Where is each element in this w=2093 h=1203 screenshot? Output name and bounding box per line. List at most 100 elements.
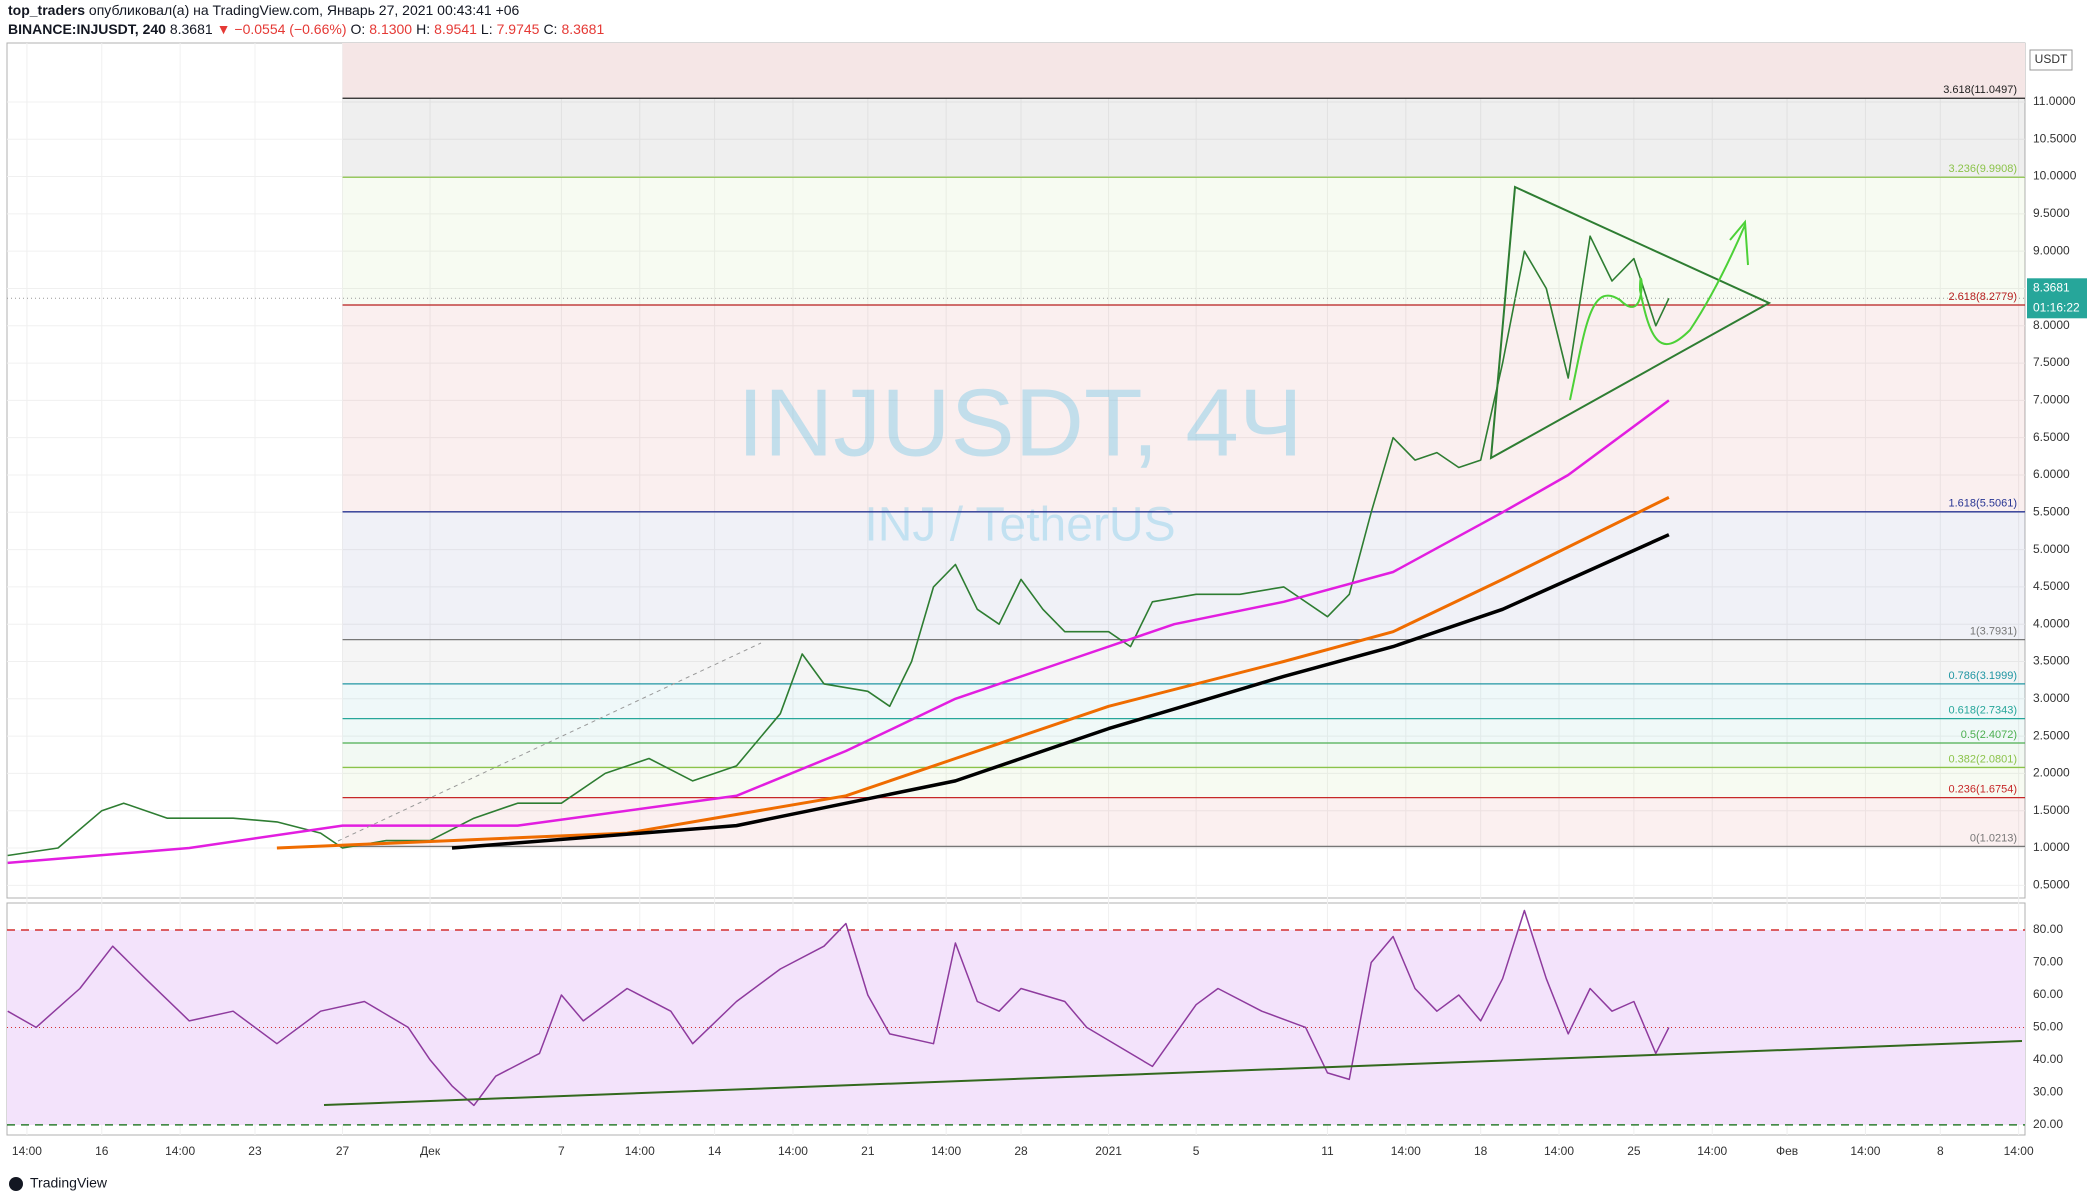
fib-label: 2.618(8.2779) [1949, 291, 2018, 303]
header-line-1: top_traders опубликовал(а) на TradingVie… [8, 2, 523, 18]
rsi-tick-label: 70.00 [2033, 955, 2063, 969]
h-label: H: [416, 21, 431, 37]
x-tick-label: 14:00 [12, 1144, 42, 1158]
c-label: C: [543, 21, 558, 37]
y-tick-label: 3.5000 [2033, 654, 2070, 668]
y-tick-label: 7.0000 [2033, 393, 2070, 407]
fib-zone [342, 797, 2026, 847]
rsi-tick-label: 60.00 [2033, 987, 2063, 1001]
x-tick-label: 28 [1014, 1144, 1028, 1158]
y-tick-label: 5.5000 [2033, 504, 2070, 518]
fib-label: 0.236(1.6754) [1949, 784, 2018, 796]
x-tick-label: 23 [248, 1144, 262, 1158]
x-tick-label: 14:00 [1391, 1144, 1421, 1158]
x-tick-label: 18 [1474, 1144, 1488, 1158]
fib-zone [342, 718, 2026, 744]
y-tick-label: 4.0000 [2033, 616, 2070, 630]
fib-label: 0.618(2.7343) [1949, 705, 2018, 717]
x-tick-label: Фев [1776, 1144, 1798, 1158]
y-tick-label: 9.0000 [2033, 243, 2070, 257]
fib-label: 0.786(3.1999) [1949, 670, 2018, 682]
y-tick-label: 10.5000 [2033, 131, 2077, 145]
x-tick-label: 14:00 [1697, 1144, 1727, 1158]
rsi-tick-label: 30.00 [2033, 1085, 2063, 1099]
x-tick-label: 14:00 [931, 1144, 961, 1158]
rsi-trendline [323, 1040, 2023, 1106]
y-tick-label: 2.5000 [2033, 728, 2070, 742]
y-tick-label: 11.0000 [2033, 94, 2076, 108]
published: опубликовал(а) на TradingView.com, Январ… [88, 2, 520, 18]
y-tick-label: 6.0000 [2033, 467, 2070, 481]
x-tick-label: 2021 [1095, 1144, 1122, 1158]
x-tick-label: 14:00 [625, 1144, 655, 1158]
y-tick-label: 10.0000 [2033, 169, 2077, 183]
fib-label: 3.236(9.9908) [1949, 163, 2018, 175]
fib-zone [342, 639, 2026, 684]
symbol: BINANCE:INJUSDT, 240 [8, 21, 166, 37]
fib-zone [342, 98, 2026, 178]
price-series [451, 533, 1670, 850]
fib-zone [342, 743, 2026, 768]
l-label: L: [480, 21, 493, 37]
rsi-tick-label: 80.00 [2033, 922, 2063, 936]
fib-label: 0(1.0213) [1970, 832, 2017, 844]
x-tick-label: 7 [558, 1144, 565, 1158]
fib-zone [342, 43, 2026, 99]
fib-zone [342, 767, 2026, 798]
price-series [7, 235, 1670, 857]
x-tick-label: 14:00 [1850, 1144, 1880, 1158]
y-tick-label: 0.5000 [2033, 877, 2070, 891]
x-tick-label: Дек [420, 1144, 441, 1158]
x-tick-label: 14:00 [165, 1144, 195, 1158]
fib-label: 3.618(11.0497) [1943, 84, 2017, 96]
last: 8.3681 [169, 21, 213, 37]
y-tick-label: 6.5000 [2033, 430, 2070, 444]
x-tick-label: 14 [708, 1144, 722, 1158]
price-series [276, 496, 1670, 850]
y-tick-label: 4.5000 [2033, 579, 2070, 593]
y-tick-label: 3.0000 [2033, 691, 2070, 705]
rsi-tick-label: 40.00 [2033, 1052, 2063, 1066]
triangle-drawing [1489, 185, 1772, 460]
x-tick-label: 5 [1193, 1144, 1200, 1158]
y-tick-label: 5.0000 [2033, 542, 2070, 556]
hand-drawn-path [1569, 219, 1749, 401]
y-tick-label: 1.0000 [2033, 840, 2070, 854]
y-tick-label: 8.0000 [2033, 318, 2070, 332]
x-tick-label: 25 [1627, 1144, 1641, 1158]
rsi-tick-label: 20.00 [2033, 1117, 2063, 1131]
currency-box [2029, 49, 2073, 71]
rsi-tick-label: 50.00 [2033, 1020, 2063, 1034]
y-tick-label: 1.5000 [2033, 803, 2070, 817]
x-tick-label: 27 [336, 1144, 350, 1158]
price-series [7, 399, 1670, 865]
watermark-title: INJUSDT, 4Ч [737, 369, 1302, 476]
price-tag-label: 8.3681 [2033, 280, 2070, 294]
x-tick-label: 14:00 [1544, 1144, 1574, 1158]
y-tick-label: 2.0000 [2033, 766, 2070, 780]
price-tag-box [2027, 278, 2087, 319]
y-tick-label: 9.5000 [2033, 206, 2070, 220]
watermark-subtitle: INJ / TetherUS [864, 499, 1175, 552]
change: ▼ −0.0554 (−0.66%) [216, 21, 347, 37]
fib-zone [342, 683, 2026, 719]
fib-zone [342, 177, 2026, 306]
rsi-line [7, 909, 1670, 1107]
fib-label: 1(3.7931) [1970, 626, 2017, 638]
fib-zone [342, 305, 2026, 512]
x-tick-label: 14:00 [2004, 1144, 2034, 1158]
fib-label: 0.382(2.0801) [1949, 753, 2018, 765]
currency: USDT [2035, 52, 2068, 66]
dashed-trendline [337, 642, 762, 842]
header-line-2: BINANCE:INJUSDT, 240 8.3681 ▼ −0.0554 (−0… [8, 21, 608, 37]
x-tick-label: 21 [861, 1144, 875, 1158]
x-tick-label: 11 [1321, 1144, 1334, 1158]
o-label: O: [350, 21, 366, 37]
fib-zone [342, 511, 2026, 640]
fib-label: 1.618(5.5061) [1949, 498, 2018, 510]
fib-label: 0.5(2.4072) [1961, 729, 2017, 741]
x-tick-label: 16 [95, 1144, 109, 1158]
footer-logo: TradingView [30, 1175, 108, 1191]
